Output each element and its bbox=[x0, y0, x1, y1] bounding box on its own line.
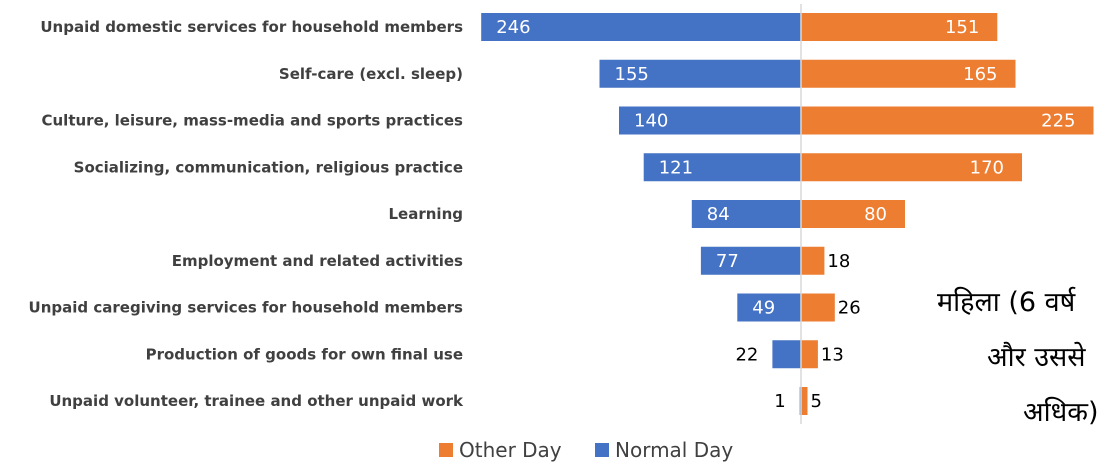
normal-day-value-label: 77 bbox=[716, 251, 739, 272]
side-annotation-line: महिला (6 वर्ष bbox=[937, 286, 1076, 318]
normal-day-value-label: 49 bbox=[752, 298, 775, 319]
side-annotation: महिला (6 वर्ष और उससे अधिक) bbox=[937, 286, 1099, 428]
normal-day-bar bbox=[481, 13, 801, 41]
category-labels: Unpaid domestic services for household m… bbox=[29, 18, 464, 410]
normal-day-value-label: 84 bbox=[707, 204, 730, 225]
normal-day-value-label: 155 bbox=[615, 64, 649, 85]
normal-day-bar bbox=[737, 293, 801, 322]
normal-day-value-label: 140 bbox=[634, 111, 668, 132]
normal-day-value-label: 121 bbox=[659, 157, 693, 178]
other-day-value-label: 18 bbox=[827, 251, 850, 272]
other-day-bars bbox=[801, 13, 1094, 415]
other-day-value-label: 165 bbox=[963, 64, 997, 85]
normal-day-bar bbox=[772, 340, 801, 369]
normal-day-bar bbox=[599, 59, 801, 88]
category-label: Socializing, communication, religious pr… bbox=[74, 158, 463, 176]
legend-swatch bbox=[439, 443, 453, 457]
other-day-value-label: 5 bbox=[811, 391, 822, 412]
other-day-bar bbox=[801, 387, 808, 415]
normal-day-bar bbox=[691, 200, 801, 228]
other-day-bar bbox=[801, 200, 905, 228]
other-day-bar bbox=[801, 59, 1016, 88]
category-label: Unpaid volunteer, trainee and other unpa… bbox=[49, 392, 464, 410]
normal-day-bar bbox=[643, 153, 801, 182]
normal-day-bars bbox=[481, 13, 801, 415]
other-day-value-label: 151 bbox=[945, 17, 979, 38]
other-day-bar bbox=[801, 153, 1022, 182]
other-day-bar bbox=[801, 106, 1094, 135]
normal-day-value-label: 22 bbox=[735, 344, 758, 365]
side-annotation-line: और उससे bbox=[987, 341, 1086, 373]
other-day-bar bbox=[801, 340, 818, 369]
category-label: Employment and related activities bbox=[172, 252, 463, 270]
normal-day-value-label: 246 bbox=[496, 17, 530, 38]
category-label: Learning bbox=[389, 205, 464, 223]
side-annotation-line: अधिक) bbox=[1023, 396, 1099, 428]
other-day-bar bbox=[801, 293, 835, 322]
category-label: Culture, leisure, mass-media and sports … bbox=[42, 112, 464, 130]
other-day-value-label: 225 bbox=[1041, 111, 1075, 132]
other-day-value-label: 170 bbox=[970, 157, 1004, 178]
other-day-bar bbox=[801, 13, 998, 41]
legend-swatch bbox=[595, 443, 609, 457]
legend-label: Other Day bbox=[459, 438, 562, 462]
other-day-value-label: 80 bbox=[864, 204, 887, 225]
legend-label: Normal Day bbox=[615, 438, 733, 462]
category-label: Self-care (excl. sleep) bbox=[279, 65, 463, 83]
normal-day-bar bbox=[700, 246, 801, 275]
category-label: Unpaid caregiving services for household… bbox=[29, 299, 464, 317]
legend: Other Day Normal Day bbox=[439, 438, 733, 462]
other-day-value-label: 26 bbox=[838, 298, 861, 319]
value-labels: 246 151 155 165 140 225 121 170 84 80 77 18 49 26 22 13… bbox=[496, 17, 1075, 412]
normal-day-value-label: 1 bbox=[774, 391, 785, 412]
other-day-value-label: 13 bbox=[821, 344, 844, 365]
other-day-bar bbox=[801, 246, 825, 275]
category-label: Unpaid domestic services for household m… bbox=[40, 18, 463, 36]
category-label: Production of goods for own final use bbox=[146, 345, 463, 363]
normal-day-bar bbox=[619, 106, 801, 135]
